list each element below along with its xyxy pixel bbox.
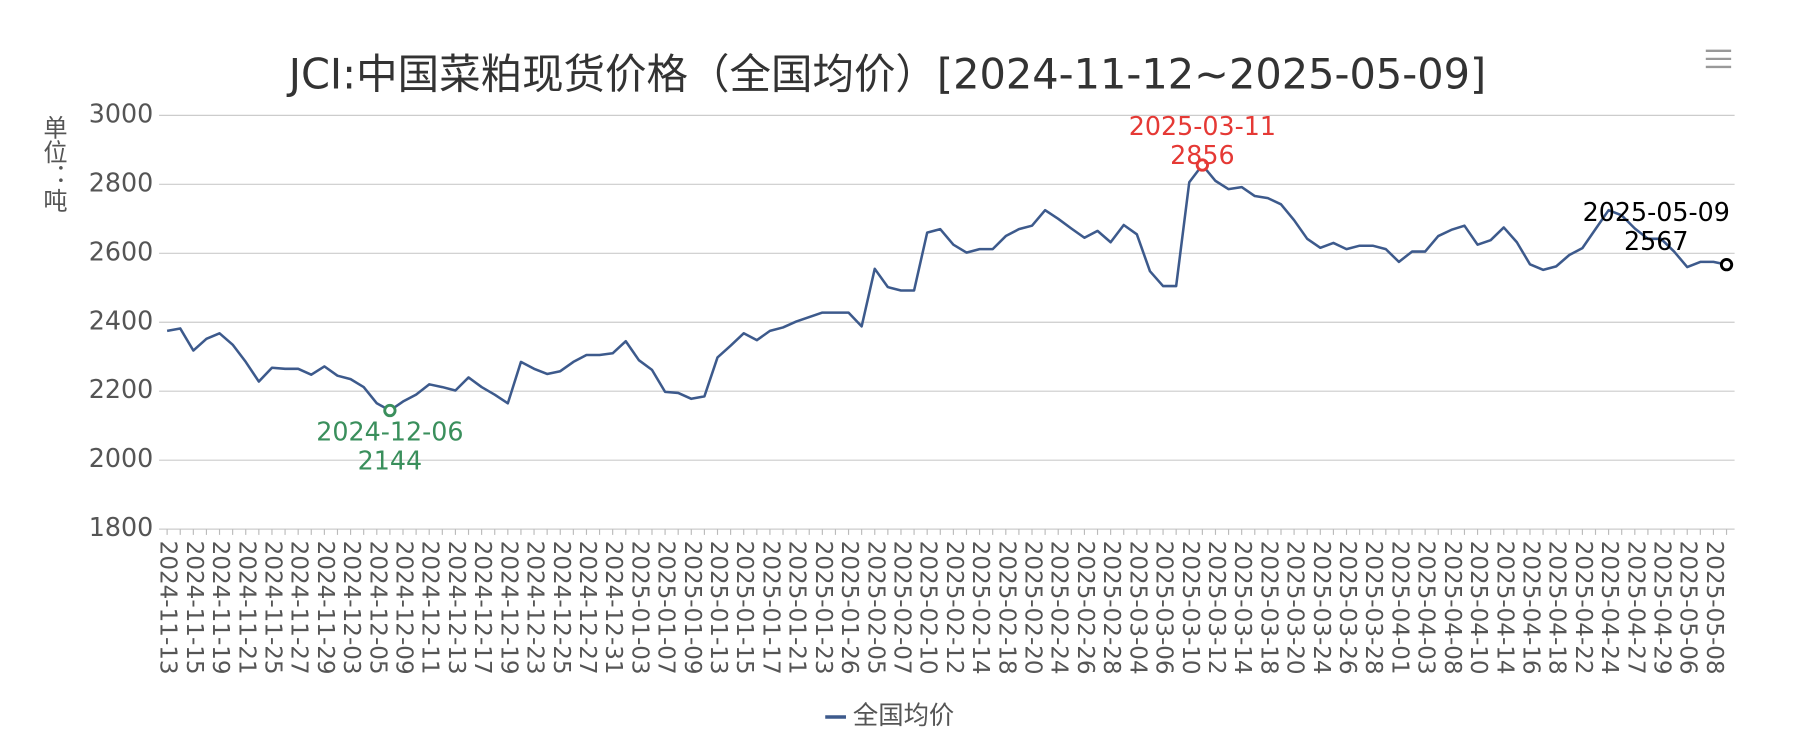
x-tick-label: 2025-02-24 xyxy=(1046,541,1072,675)
x-tick-label: 2024-12-27 xyxy=(574,541,600,675)
x-tick-label: 2024-12-05 xyxy=(364,541,390,675)
x-tick-label: 2024-12-03 xyxy=(338,541,364,675)
x-tick-label: 2025-02-20 xyxy=(1020,541,1046,675)
x-tick-label: 2025-03-04 xyxy=(1124,541,1150,675)
x-tick-label: 2025-05-08 xyxy=(1701,541,1727,675)
x-tick-label: 2024-12-11 xyxy=(417,541,443,675)
x-tick-label: 2025-01-15 xyxy=(731,541,757,675)
legend-label: 全国均价 xyxy=(853,700,954,730)
x-tick-label: 2025-03-18 xyxy=(1255,541,1281,675)
annotation-date: 2025-05-09 xyxy=(1583,197,1730,227)
y-tick-label: 2800 xyxy=(89,167,154,197)
annotation-marker xyxy=(383,403,397,418)
x-tick-label: 2025-04-22 xyxy=(1570,541,1596,675)
x-tick-label: 2025-03-24 xyxy=(1308,541,1334,675)
annotation-marker xyxy=(1719,258,1734,272)
annotation-value: 2567 xyxy=(1624,226,1689,256)
x-tick-label: 2024-11-25 xyxy=(259,541,285,675)
x-tick-label: 2025-02-26 xyxy=(1072,541,1098,675)
x-tick-label: 2025-03-06 xyxy=(1151,541,1177,675)
y-tick-label: 3000 xyxy=(89,98,154,128)
annotation-date: 2025-03-11 xyxy=(1129,111,1276,141)
x-tick-label: 2025-01-17 xyxy=(757,541,783,675)
y-tick-label: 2600 xyxy=(89,236,154,266)
y-axis-label: 单位：吨 xyxy=(39,115,67,212)
x-tick-label: 2024-12-13 xyxy=(443,541,469,675)
x-tick-label: 2025-04-24 xyxy=(1596,541,1622,675)
x-tick-label: 2025-04-27 xyxy=(1622,541,1648,675)
x-tick-label: 2025-02-12 xyxy=(941,541,967,675)
x-tick-label: 2024-12-25 xyxy=(548,541,574,675)
y-tick-label: 2200 xyxy=(89,374,154,404)
x-tick-label: 2025-04-08 xyxy=(1439,541,1465,675)
chart-title: JCI:中国菜粕现货价格（全国均价）[2024-11-12~2025-05-09… xyxy=(286,49,1487,98)
x-tick-label: 2025-03-10 xyxy=(1177,541,1203,675)
x-tick-label: 2025-04-29 xyxy=(1649,541,1675,675)
x-tick-label: 2025-03-20 xyxy=(1282,541,1308,675)
series-line xyxy=(166,163,1727,412)
y-tick-label: 1800 xyxy=(89,512,154,542)
x-tick-label: 2025-01-03 xyxy=(626,541,652,675)
x-tick-label: 2024-11-21 xyxy=(233,541,259,675)
menu-icon[interactable] xyxy=(1705,49,1732,69)
x-tick-label: 2025-01-21 xyxy=(784,541,810,675)
x-tick-label: 2025-01-13 xyxy=(705,541,731,675)
annotation-value: 2144 xyxy=(358,445,423,475)
x-tick-label: 2024-12-19 xyxy=(495,541,521,675)
annotation-date: 2024-12-06 xyxy=(316,417,463,447)
x-tick-label: 2025-02-18 xyxy=(993,541,1019,675)
x-tick-label: 2025-01-26 xyxy=(836,541,862,675)
y-tick-label: 2400 xyxy=(89,305,154,335)
x-tick-label: 2025-02-05 xyxy=(862,541,888,675)
x-tick-label: 2025-04-18 xyxy=(1544,541,1570,675)
x-tick-label: 2024-12-17 xyxy=(469,541,495,675)
x-tick-label: 2024-12-23 xyxy=(522,541,548,675)
x-tick-label: 2025-02-14 xyxy=(967,541,993,675)
x-tick-label: 2025-05-06 xyxy=(1675,541,1701,675)
y-tick-label: 2000 xyxy=(89,443,154,473)
x-tick-label: 2025-02-10 xyxy=(915,541,941,675)
x-tick-label: 2024-11-19 xyxy=(207,541,233,675)
x-tick-label: 2025-04-14 xyxy=(1491,541,1517,675)
x-tick-label: 2024-11-13 xyxy=(155,541,181,675)
x-tick-label: 2025-01-23 xyxy=(810,541,836,675)
x-tick-label: 2025-03-26 xyxy=(1334,541,1360,675)
x-tick-label: 2024-11-27 xyxy=(286,541,312,675)
x-tick-label: 2024-12-09 xyxy=(391,541,417,675)
x-tick-label: 2025-01-07 xyxy=(653,541,679,675)
x-tick-label: 2025-01-09 xyxy=(679,541,705,675)
x-tick-label: 2025-03-14 xyxy=(1229,541,1255,675)
x-tick-label: 2024-11-29 xyxy=(312,541,338,675)
x-tick-label: 2025-02-07 xyxy=(888,541,914,675)
x-tick-label: 2025-02-28 xyxy=(1098,541,1124,675)
x-tick-label: 2025-04-03 xyxy=(1413,541,1439,675)
x-tick-label: 2024-12-31 xyxy=(600,541,626,675)
x-tick-label: 2025-04-01 xyxy=(1386,541,1412,675)
x-tick-label: 2025-04-10 xyxy=(1465,541,1491,675)
x-tick-label: 2025-03-28 xyxy=(1360,541,1386,675)
x-tick-label: 2025-04-16 xyxy=(1517,541,1543,675)
x-tick-label: 2024-11-15 xyxy=(181,541,207,675)
annotation-marker xyxy=(1195,158,1209,172)
annotation-value: 2856 xyxy=(1170,140,1235,170)
x-tick-label: 2025-03-12 xyxy=(1203,541,1229,675)
